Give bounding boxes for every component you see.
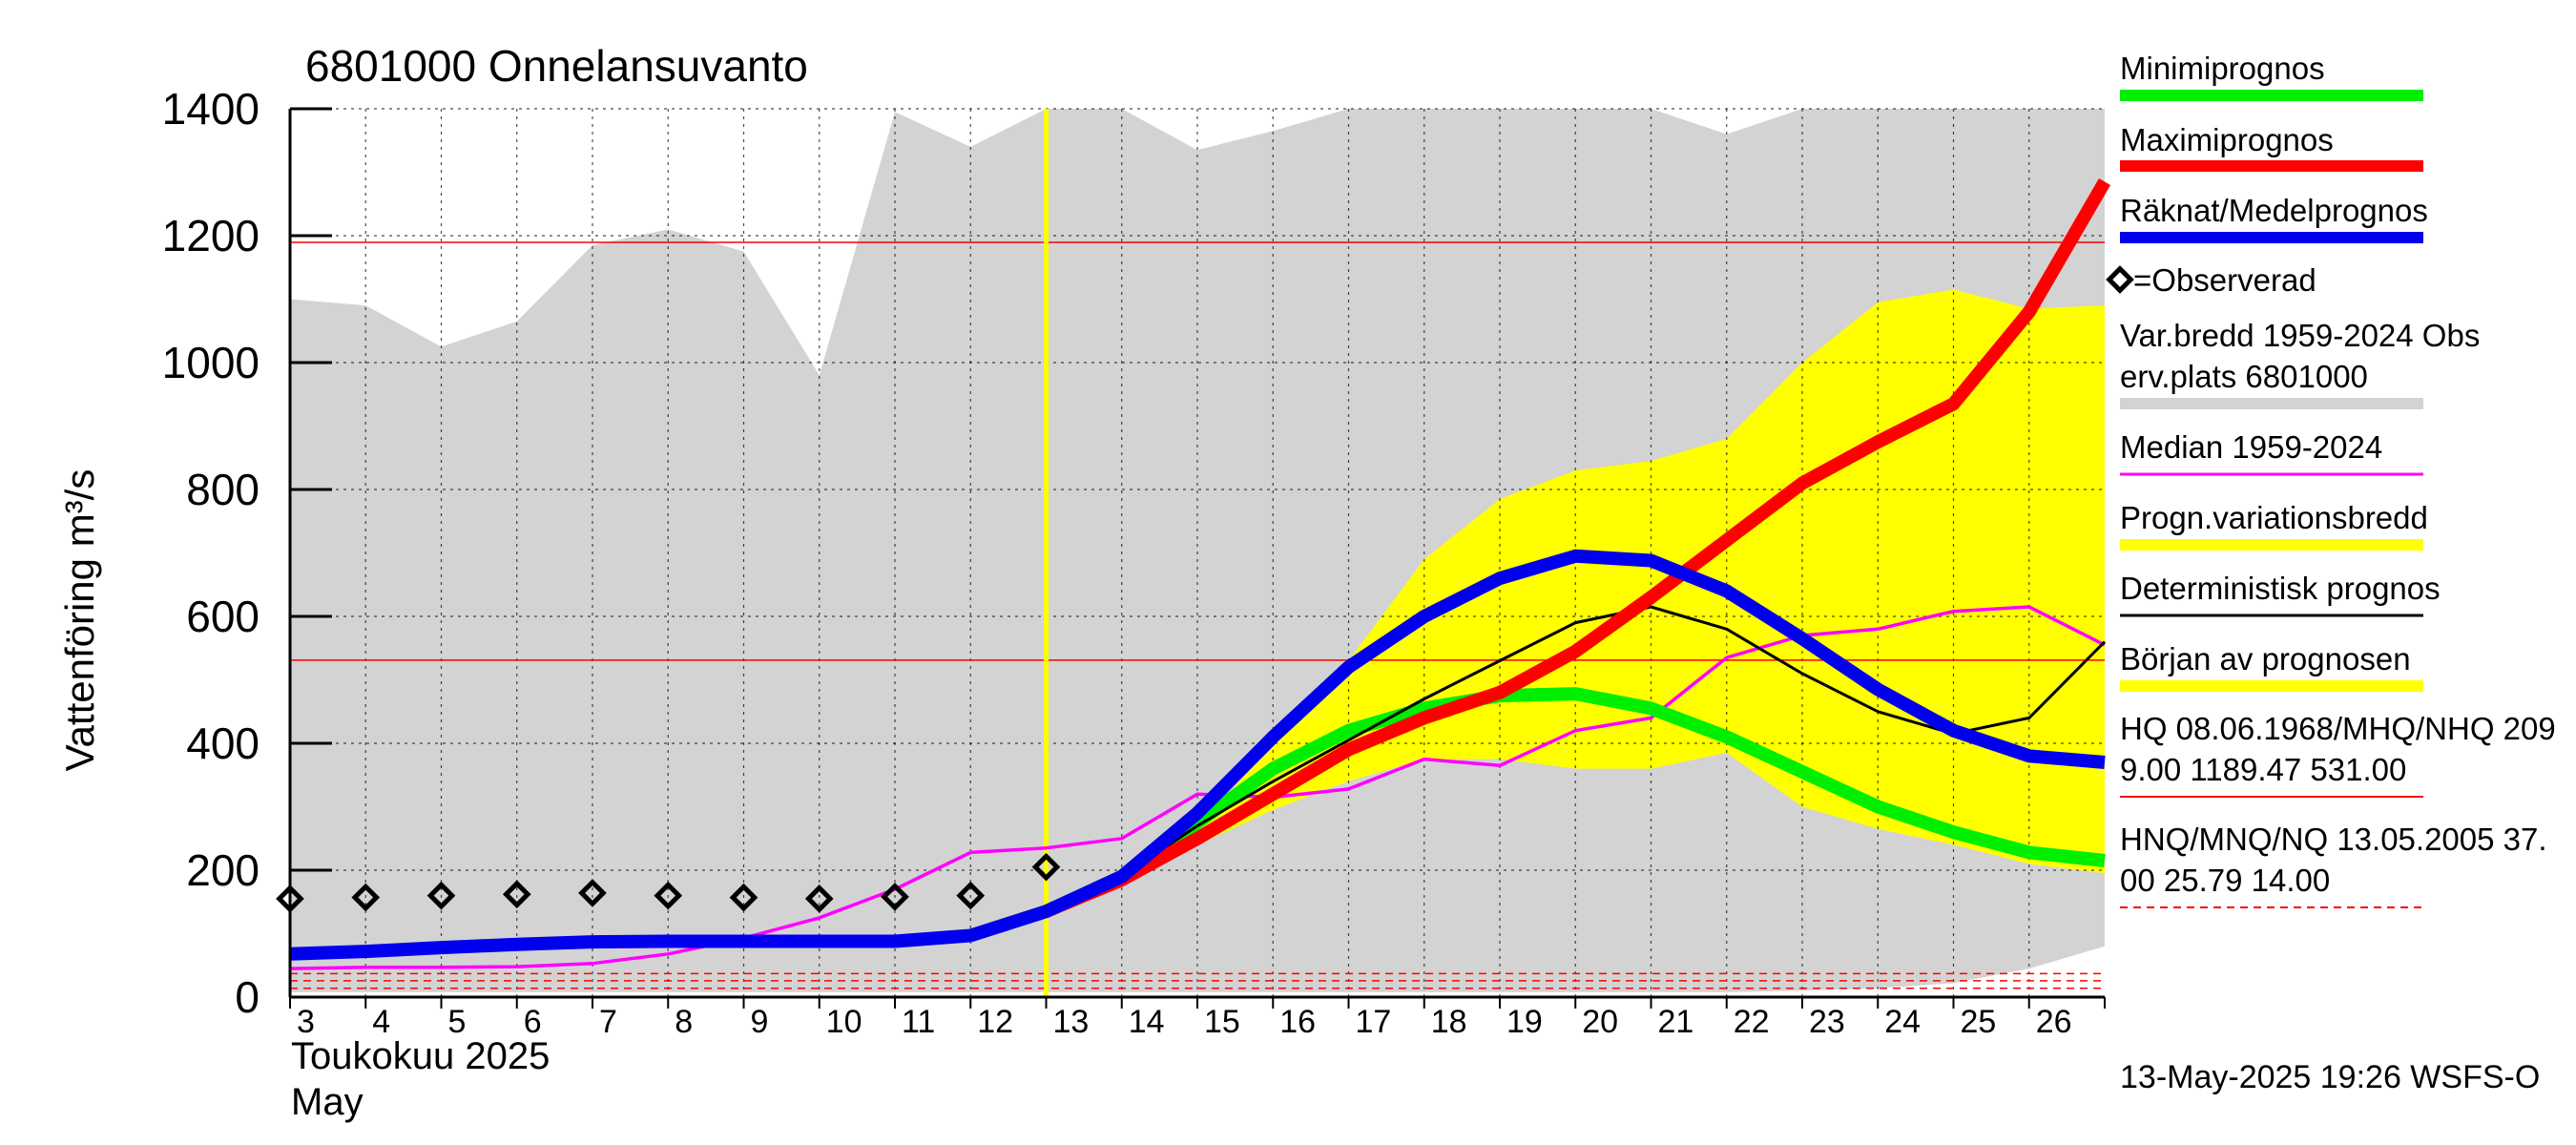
x-axis-label-month-en: May — [291, 1081, 364, 1123]
observed-point-4 — [351, 883, 381, 912]
x-tick-label-25: 25 — [1961, 1004, 1997, 1040]
x-tick-label-12: 12 — [977, 1004, 1013, 1040]
y-tick-label-1200: 1200 — [162, 211, 260, 260]
legend-min-label: Minimiprognos — [2120, 51, 2325, 86]
series-layer — [289, 177, 2111, 970]
x-tick-label-17: 17 — [1356, 1004, 1392, 1040]
series-max — [1043, 177, 2111, 918]
observed-point-11 — [881, 883, 909, 911]
legend-nq-label-1: HNQ/MNQ/NQ 13.05.2005 37. — [2120, 822, 2547, 857]
legend-hq-label-1: HQ 08.06.1968/MHQ/NHQ 209 — [2120, 711, 2556, 746]
observed-point-10 — [804, 885, 834, 913]
legend-start-label: Början av prognosen — [2120, 641, 2411, 677]
x-tick-label-3: 3 — [297, 1004, 315, 1040]
observed-layer — [276, 852, 1061, 913]
x-tick-label-6: 6 — [524, 1004, 542, 1040]
legend-progband-label: Progn.variationsbredd — [2120, 500, 2428, 535]
observed-point-12 — [956, 881, 986, 910]
observed-point-8 — [654, 881, 683, 910]
x-tick-label-21: 21 — [1658, 1004, 1694, 1040]
y-tick-label-800: 800 — [186, 465, 260, 514]
series-min — [1043, 687, 2106, 918]
legend: Minimiprognos Maximiprognos Räknat/Medel… — [2106, 51, 2556, 908]
x-tick-label-15: 15 — [1204, 1004, 1240, 1040]
chart-title: 6801000 Onnelansuvanto — [305, 41, 808, 91]
footer-timestamp: 13-May-2025 19:26 WSFS-O — [2120, 1059, 2540, 1095]
reference-lines-layer — [290, 109, 2105, 997]
x-tick-label-7: 7 — [599, 1004, 617, 1040]
y-tick-label-0: 0 — [235, 972, 260, 1022]
range-band-area — [290, 109, 2105, 992]
y-tick-label-1400: 1400 — [162, 84, 260, 134]
legend-nq-label-2: 00 25.79 14.00 — [2120, 863, 2330, 898]
x-tick-label-24: 24 — [1884, 1004, 1921, 1040]
observed-point-13 — [1031, 852, 1061, 882]
x-tick-label-4: 4 — [372, 1004, 390, 1040]
y-tick-label-1000: 1000 — [162, 338, 260, 387]
y-tick-label-600: 600 — [186, 592, 260, 641]
series-det — [1045, 605, 2107, 913]
x-axis-label-month: Toukokuu 2025 — [291, 1035, 550, 1077]
observed-point-5 — [426, 881, 456, 910]
x-tick-label-16: 16 — [1279, 1004, 1316, 1040]
x-tick-label-14: 14 — [1129, 1004, 1165, 1040]
x-tick-label-5: 5 — [448, 1004, 467, 1040]
legend-max-label: Maximiprognos — [2120, 122, 2334, 157]
x-tick-label-18: 18 — [1431, 1004, 1467, 1040]
series-mean — [289, 549, 2106, 961]
y-tick-label-400: 400 — [186, 718, 260, 768]
legend-mean-label: Räknat/Medelprognos — [2120, 193, 2428, 228]
axes-layer: 0 200 400 600 800 1000 1200 1400 3 4 5 6 7 8 9 10 11 12 13… — [162, 84, 2106, 1040]
legend-hq-label-2: 9.00 1189.47 531.00 — [2120, 752, 2406, 787]
x-tick-label-13: 13 — [1053, 1004, 1090, 1040]
x-tick-label-22: 22 — [1734, 1004, 1770, 1040]
observed-point-6 — [502, 880, 531, 909]
x-tick-label-11: 11 — [902, 1004, 935, 1040]
legend-median-label: Median 1959-2024 — [2120, 429, 2382, 465]
x-tick-label-9: 9 — [751, 1004, 769, 1040]
legend-range-label-1: Var.bredd 1959-2024 Obs — [2120, 318, 2480, 353]
x-tick-label-10: 10 — [826, 1004, 862, 1040]
legend-det-label: Deterministisk prognos — [2120, 571, 2441, 606]
x-tick-label-26: 26 — [2036, 1004, 2072, 1040]
x-tick-label-19: 19 — [1506, 1004, 1543, 1040]
observed-point-3 — [276, 885, 304, 913]
x-tick-label-23: 23 — [1809, 1004, 1845, 1040]
legend-range-label-2: erv.plats 6801000 — [2120, 359, 2368, 394]
legend-observed-marker — [2106, 265, 2134, 294]
x-tick-label-20: 20 — [1582, 1004, 1618, 1040]
range-band-layer — [290, 109, 2105, 992]
y-tick-label-200: 200 — [186, 845, 260, 895]
observed-point-7 — [578, 879, 607, 907]
observed-point-9 — [729, 883, 758, 912]
y-axis-label: Vattenföring m³/s — [57, 469, 102, 772]
legend-observed-label: =Observerad — [2133, 262, 2316, 298]
x-tick-label-8: 8 — [675, 1004, 693, 1040]
